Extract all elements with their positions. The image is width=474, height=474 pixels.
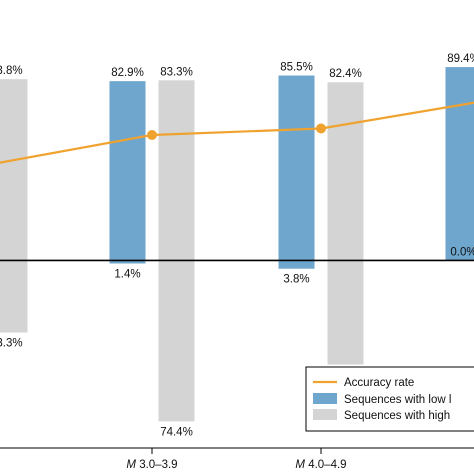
legend-swatch-high: [313, 409, 337, 420]
high-lower-bar: [0, 260, 28, 333]
legend-label-low: Sequences with low l: [344, 394, 451, 406]
high-upper-bar: [158, 80, 195, 261]
low-lower-bar-label: 0.0%: [450, 246, 474, 258]
low-lower-bar-label: 1.4%: [114, 268, 140, 280]
low-upper-bar: [109, 81, 146, 261]
low-lower-bar: [109, 260, 146, 264]
high-upper-bar: [327, 82, 364, 261]
upper-bars-group: [0, 67, 474, 261]
high-upper-bar: [0, 79, 28, 261]
high-upper-bar-label: 3.8%: [0, 65, 23, 77]
low-upper-bar: [278, 75, 315, 261]
high-upper-bar-label: 82.4%: [329, 68, 362, 80]
low-upper-bar-label: 85.5%: [280, 62, 313, 74]
accuracy-point: [316, 123, 326, 134]
legend: Accuracy rate Sequences with low l Seque…: [305, 366, 474, 432]
high-lower-bar-label: 3.3%: [0, 337, 23, 349]
low-upper-bar: [445, 67, 474, 261]
low-lower-bar: [278, 260, 315, 269]
accuracy-line: [0, 101, 474, 164]
lower-bars-group: [0, 260, 364, 422]
high-lower-bar-label: 74.4%: [160, 426, 193, 438]
x-tick-label: M 4.0–4.9: [295, 459, 346, 471]
accuracy-point: [147, 130, 157, 141]
x-ticks-group: 2.9M 3.0–3.9M 4.0–4.9: [126, 448, 347, 471]
high-lower-bar: [158, 260, 195, 422]
high-lower-bar: [327, 260, 364, 365]
x-tick-label: M 3.0–3.9: [126, 459, 177, 471]
legend-label-high: Sequences with high: [344, 410, 450, 422]
accuracy-line-group: [0, 101, 474, 164]
low-upper-bar-label: 82.9%: [111, 67, 144, 79]
legend-label-accuracy: Accuracy rate: [344, 377, 414, 389]
low-lower-bar-label: 3.8%: [283, 274, 309, 286]
legend-swatch-low: [313, 393, 337, 404]
high-upper-bar-label: 83.3%: [160, 66, 193, 78]
low-upper-bar-label: 89.4%: [447, 53, 474, 65]
